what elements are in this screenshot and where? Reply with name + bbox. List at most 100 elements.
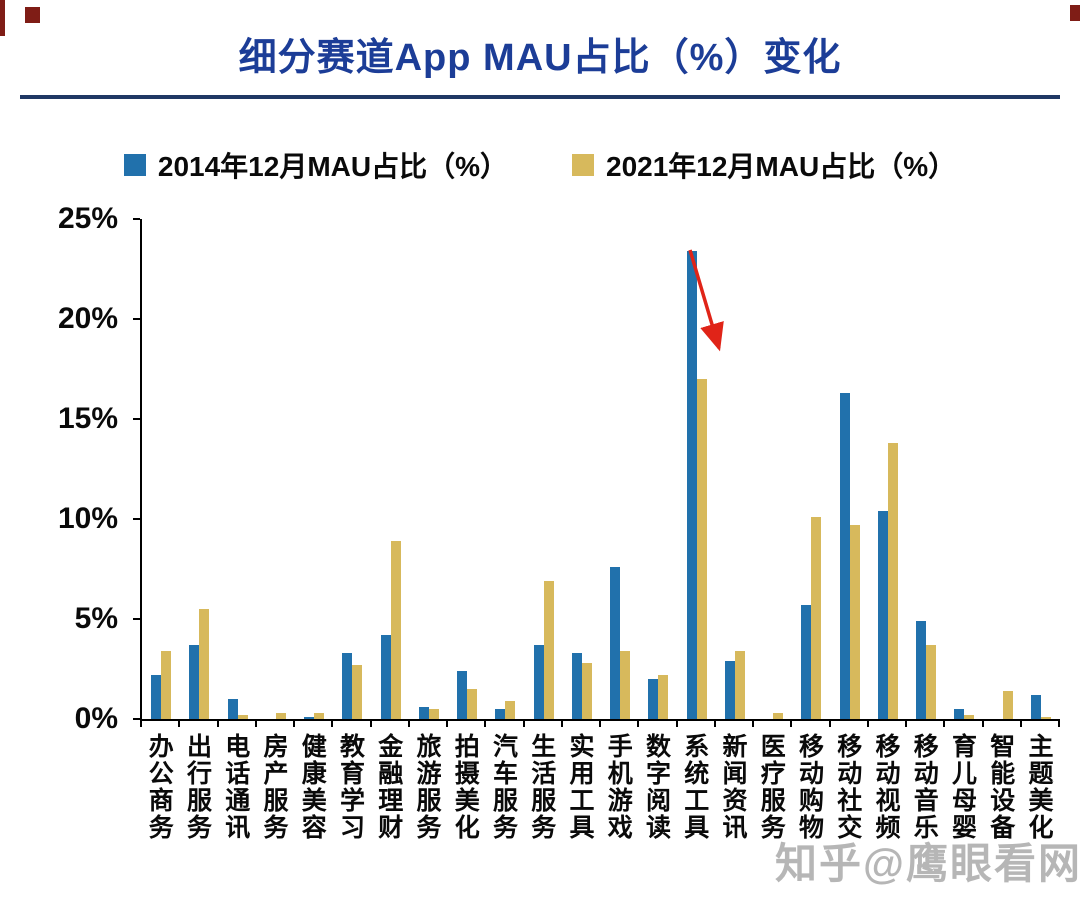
x-axis-tick bbox=[866, 721, 869, 727]
x-axis-label: 育儿母婴 bbox=[948, 733, 977, 841]
x-axis-tick bbox=[254, 721, 257, 727]
category-group bbox=[1022, 695, 1060, 719]
x-axis-tick bbox=[446, 721, 448, 727]
bar-2014 bbox=[227, 699, 238, 719]
x-axis-label: 实用工具 bbox=[566, 733, 594, 841]
bar-2014 bbox=[151, 675, 162, 719]
bar-2021 bbox=[734, 651, 745, 719]
bar-2021 bbox=[849, 525, 860, 719]
y-axis-tick bbox=[133, 218, 140, 220]
bar-2021 bbox=[428, 709, 439, 719]
x-axis-tick bbox=[331, 721, 334, 727]
category-group bbox=[372, 541, 410, 719]
x-axis-label: 系统工具 bbox=[680, 733, 709, 841]
category-group bbox=[831, 393, 869, 719]
bar-2021 bbox=[314, 713, 325, 719]
x-axis-label: 智能设备 bbox=[986, 733, 1015, 841]
bar-2014 bbox=[457, 671, 468, 719]
x-axis-ticks bbox=[140, 721, 1060, 729]
bar-2021 bbox=[467, 689, 478, 719]
title-underline bbox=[20, 95, 1060, 99]
x-label-cell: 系统工具 bbox=[676, 733, 714, 841]
x-axis-tick bbox=[407, 721, 410, 727]
bar-2021 bbox=[543, 581, 554, 719]
x-axis-tick bbox=[637, 721, 640, 727]
bar-2021 bbox=[964, 715, 975, 719]
y-axis: 0% 5% 10% 15% 20% 25% bbox=[0, 202, 140, 735]
bar-2014 bbox=[610, 567, 621, 719]
x-label-cell: 电话通讯 bbox=[217, 733, 255, 841]
x-axis-tick bbox=[560, 721, 563, 727]
x-label-cell: 数字阅读 bbox=[637, 733, 675, 841]
bar-2021 bbox=[275, 713, 286, 719]
x-axis-tick bbox=[675, 721, 678, 727]
bar-2021 bbox=[773, 713, 784, 719]
x-axis-label: 生活服务 bbox=[527, 733, 556, 841]
x-axis-labels: 办公商务 出行服务 电话通讯 房产服务 健康美容 教育学习 金融理财 旅游服务 拍摄美化 汽车服务… bbox=[140, 733, 1058, 841]
y-axis-tick bbox=[133, 618, 140, 620]
y-axis-label: 20% bbox=[57, 302, 118, 335]
bar-2014 bbox=[1030, 695, 1041, 719]
x-label-cell: 生活服务 bbox=[523, 733, 561, 841]
x-label-cell: 医疗服务 bbox=[752, 733, 790, 841]
x-axis-tick bbox=[178, 721, 181, 727]
x-axis-label: 教育学习 bbox=[336, 733, 365, 841]
x-label-cell: 旅游服务 bbox=[408, 733, 446, 841]
y-axis-tick bbox=[133, 318, 140, 320]
bar-2014 bbox=[380, 635, 391, 719]
category-group bbox=[716, 651, 754, 719]
bar-2021 bbox=[620, 651, 631, 719]
x-axis-label: 主题美化 bbox=[1025, 733, 1053, 841]
category-group bbox=[563, 653, 601, 719]
x-axis-label: 房产服务 bbox=[260, 733, 288, 841]
category-group bbox=[333, 653, 371, 719]
x-axis-tick bbox=[752, 721, 754, 727]
x-label-cell: 移动社交 bbox=[829, 733, 867, 841]
x-label-cell: 移动视频 bbox=[867, 733, 905, 841]
x-axis-tick bbox=[484, 721, 487, 727]
legend-swatch-2021 bbox=[572, 154, 594, 176]
category-group bbox=[219, 699, 257, 719]
x-axis-label: 金融理财 bbox=[374, 733, 403, 841]
x-axis-tick bbox=[828, 721, 831, 727]
x-axis-tick bbox=[1058, 721, 1060, 727]
bar-2021 bbox=[811, 517, 822, 719]
x-axis-label: 新闻资讯 bbox=[719, 733, 747, 841]
category-group bbox=[984, 691, 1022, 719]
y-axis-tick bbox=[133, 518, 140, 520]
y-axis-label: 15% bbox=[57, 402, 118, 435]
legend-label-2021: 2021年12月MAU占比（%） bbox=[606, 151, 957, 182]
y-axis-label: 10% bbox=[57, 502, 118, 535]
bar-2014 bbox=[533, 645, 544, 719]
bar-2021 bbox=[696, 379, 707, 719]
x-axis-label: 办公商务 bbox=[145, 733, 174, 841]
x-axis-tick bbox=[790, 721, 793, 727]
x-label-cell: 教育学习 bbox=[331, 733, 369, 841]
x-axis-tick bbox=[943, 721, 946, 727]
bar-2021 bbox=[390, 541, 401, 719]
y-axis-label: 0% bbox=[74, 702, 118, 735]
bar-2021 bbox=[926, 645, 937, 719]
x-axis-tick bbox=[1019, 721, 1022, 727]
x-axis-label: 拍摄美化 bbox=[451, 733, 480, 841]
bar-2014 bbox=[495, 709, 506, 719]
x-label-cell: 金融理财 bbox=[370, 733, 408, 841]
x-axis-label: 医疗服务 bbox=[757, 733, 786, 841]
chart: 0% 5% 10% 15% 20% 25% 办公商务 出行服务 电话通讯 房产服务 健康美容 教育学… bbox=[0, 202, 1080, 909]
x-label-cell: 健康美容 bbox=[293, 733, 331, 841]
x-label-cell: 房产服务 bbox=[255, 733, 293, 841]
x-label-cell: 新闻资讯 bbox=[714, 733, 752, 841]
legend: 2014年12月MAU占比（%） 2021年12月MAU占比（%） bbox=[0, 145, 1080, 185]
x-label-cell: 移动购物 bbox=[790, 733, 828, 841]
category-group bbox=[448, 671, 486, 719]
bar-2014 bbox=[648, 679, 659, 719]
bar-2021 bbox=[581, 663, 592, 719]
x-axis-tick bbox=[713, 721, 716, 727]
x-label-cell: 智能设备 bbox=[982, 733, 1020, 841]
bar-2014 bbox=[724, 661, 735, 719]
category-group bbox=[639, 675, 677, 719]
bar-2014 bbox=[839, 393, 850, 719]
category-group bbox=[754, 713, 792, 719]
x-axis-label: 汽车服务 bbox=[489, 733, 518, 841]
bar-2021 bbox=[887, 443, 898, 719]
